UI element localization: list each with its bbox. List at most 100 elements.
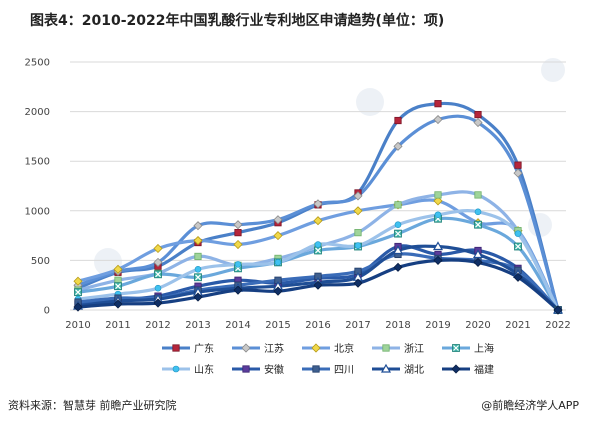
legend-item: 湖北	[372, 363, 424, 376]
legend-item: 江苏	[232, 342, 284, 355]
legend-marker	[311, 343, 321, 353]
legend-marker	[451, 364, 461, 374]
data-point	[394, 116, 402, 125]
legend-label: 湖北	[404, 364, 424, 376]
legend-marker	[172, 344, 180, 352]
data-point	[193, 292, 203, 302]
data-point	[314, 246, 322, 255]
data-point	[472, 249, 484, 259]
data-point	[434, 191, 442, 199]
legend-marker	[452, 344, 460, 352]
y-tick-label: 0	[44, 306, 50, 317]
legend-item: 福建	[442, 363, 494, 376]
data-point	[273, 231, 283, 241]
data-point	[474, 220, 482, 229]
data-point	[394, 201, 402, 209]
y-tick-label: 1000	[25, 206, 50, 217]
data-point	[393, 141, 403, 151]
legend-marker	[382, 344, 390, 352]
data-point	[154, 284, 162, 292]
data-point	[113, 299, 123, 309]
data-point	[474, 110, 482, 119]
x-tick-label: 2018	[385, 320, 410, 331]
data-point	[193, 221, 203, 231]
legend-label: 四川	[334, 365, 354, 376]
watermark-logo-2	[541, 58, 565, 82]
data-point	[434, 211, 442, 219]
y-tick-label: 2500	[25, 58, 50, 69]
data-point	[354, 242, 362, 249]
data-point	[73, 276, 83, 286]
data-point	[153, 257, 163, 267]
y-axis-ticks: 0 500 1000 1500 2000 2500	[25, 58, 50, 317]
data-point	[194, 266, 202, 273]
watermark-logo-1	[356, 88, 384, 116]
data-point	[393, 262, 403, 272]
data-point	[474, 208, 482, 216]
data-point	[313, 199, 323, 209]
data-point	[513, 272, 523, 282]
legend-item: 山东	[162, 363, 214, 376]
x-tick-label: 2010	[65, 320, 90, 331]
data-point	[274, 259, 282, 266]
legend-marker	[242, 365, 250, 373]
data-point	[433, 114, 443, 125]
data-point	[194, 273, 202, 282]
data-point	[473, 117, 483, 128]
data-point	[433, 196, 443, 206]
y-tick-label: 500	[31, 256, 50, 267]
chart-title: 图表4：2010-2022年中国乳酸行业专利地区申请趋势(单位：项)	[30, 13, 445, 29]
legend-label: 北京	[334, 342, 354, 355]
data-point	[313, 216, 323, 226]
data-point	[513, 168, 523, 178]
data-point	[314, 241, 322, 248]
legend-label: 福建	[474, 363, 494, 376]
data-point	[153, 243, 163, 254]
data-point	[233, 239, 243, 250]
legend-item: 广东	[162, 342, 214, 355]
series-markers	[72, 100, 564, 315]
data-point	[553, 305, 563, 315]
data-point	[273, 215, 283, 225]
data-point	[234, 261, 242, 268]
x-tick-label: 2015	[265, 320, 290, 331]
data-point	[353, 206, 363, 216]
y-tick-label: 1500	[25, 157, 50, 168]
x-tick-label: 2020	[465, 320, 490, 331]
data-point	[392, 245, 404, 255]
legend-label: 江苏	[264, 342, 284, 355]
credit-note: @前瞻经济学人APP	[481, 399, 579, 412]
legend-label: 安徽	[264, 363, 284, 376]
source-note: 资料来源：智慧芽 前瞻产业研究院	[8, 399, 177, 412]
x-axis-ticks: 2010 2011 2012 2013 2014 2015 2016 2017 2018 2019…	[65, 320, 570, 331]
data-point	[354, 229, 362, 237]
data-point	[394, 229, 402, 238]
data-point	[114, 282, 122, 291]
data-point	[514, 242, 522, 251]
legend-label: 广东	[194, 342, 214, 355]
data-point	[73, 302, 83, 312]
x-tick-label: 2012	[145, 320, 170, 331]
x-tick-label: 2022	[545, 320, 570, 331]
data-point	[394, 221, 402, 228]
x-tick-label: 2013	[185, 320, 210, 331]
data-point	[353, 191, 363, 201]
data-point	[233, 285, 243, 295]
data-point	[514, 161, 522, 169]
legend-item: 上海	[442, 342, 494, 355]
data-point	[514, 230, 522, 237]
y-tick-label: 2000	[25, 107, 50, 118]
data-point	[473, 257, 483, 267]
x-tick-label: 2017	[345, 320, 370, 331]
data-point	[433, 255, 443, 265]
data-point	[234, 229, 242, 237]
data-point	[353, 278, 363, 288]
data-point	[154, 270, 162, 279]
data-point	[434, 100, 442, 108]
x-tick-label: 2021	[505, 320, 530, 331]
legend-marker	[380, 363, 392, 373]
legend-label: 山东	[194, 363, 214, 376]
legend-item: 浙江	[372, 343, 424, 355]
